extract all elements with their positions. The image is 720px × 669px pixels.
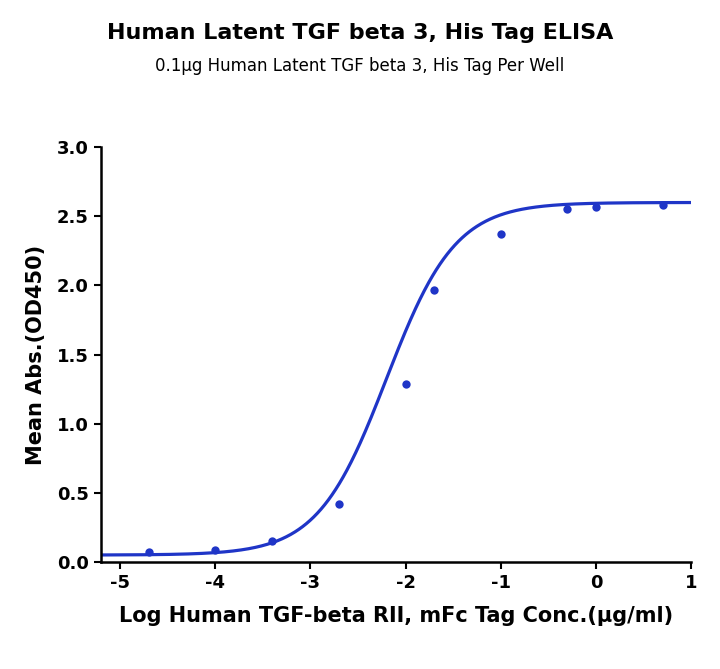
Y-axis label: Mean Abs.(OD450): Mean Abs.(OD450) — [26, 244, 46, 465]
Text: 0.1μg Human Latent TGF beta 3, His Tag Per Well: 0.1μg Human Latent TGF beta 3, His Tag P… — [156, 57, 564, 75]
Text: Human Latent TGF beta 3, His Tag ELISA: Human Latent TGF beta 3, His Tag ELISA — [107, 23, 613, 43]
X-axis label: Log Human TGF-beta RII, mFc Tag Conc.(μg/ml): Log Human TGF-beta RII, mFc Tag Conc.(μg… — [119, 605, 673, 626]
